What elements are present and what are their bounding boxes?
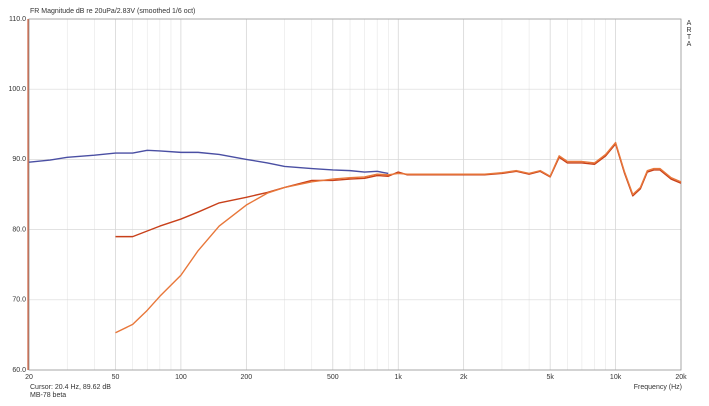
series-line <box>115 141 682 334</box>
x-tick-label: 50 <box>112 374 120 381</box>
x-tick-label: 10k <box>610 374 622 381</box>
y-tick-label: 60.0 <box>12 367 26 374</box>
plot-frame <box>28 18 682 371</box>
x-tick-label: 1k <box>395 374 403 381</box>
x-tick-label: 20 <box>25 374 33 381</box>
y-tick-label: 70.0 <box>12 297 26 304</box>
x-tick-label: 500 <box>327 374 339 381</box>
y-tick-label: 100.0 <box>8 86 26 93</box>
x-tick-label: 5k <box>546 374 554 381</box>
footer-label: MB-78 beta <box>30 392 66 399</box>
x-axis-label: Frequency (Hz) <box>634 384 682 391</box>
x-tick-label: 20k <box>675 374 687 381</box>
y-tick-label: 110.0 <box>9 16 26 23</box>
x-tick-label: 100 <box>175 374 187 381</box>
cursor-label: Cursor: 20.4 Hz, 89.62 dB <box>30 384 111 391</box>
x-tick-label: 2k <box>460 374 468 381</box>
y-tick-label: 80.0 <box>12 226 26 233</box>
chart-title: FR Magnitude dB re 20uPa/2.83V (smoothed… <box>30 8 195 15</box>
x-tick-label: 200 <box>240 374 252 381</box>
series-line <box>28 149 389 175</box>
side-label: ARTA <box>686 20 693 48</box>
y-tick-label: 90.0 <box>12 156 26 163</box>
